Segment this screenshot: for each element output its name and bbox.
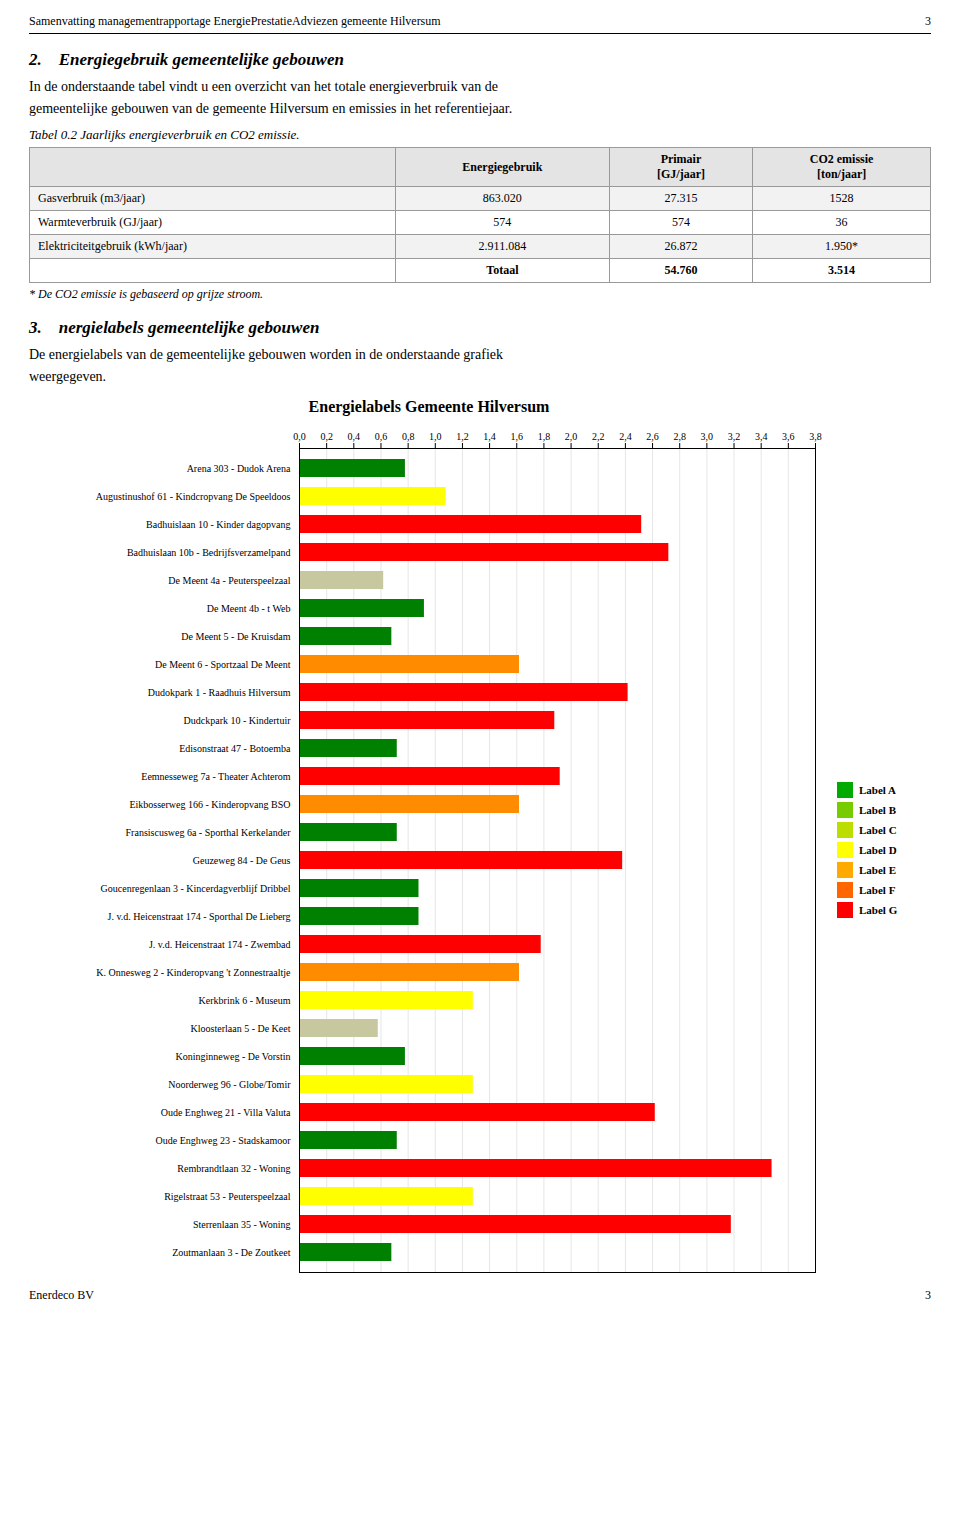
svg-text:3,8: 3,8	[809, 430, 822, 441]
svg-text:Rembrandtlaan 32 - Woning: Rembrandtlaan 32 - Woning	[177, 1162, 290, 1173]
svg-text:De Meent 5 - De Kruisdam: De Meent 5 - De Kruisdam	[181, 630, 290, 641]
html-text:574: 574	[672, 215, 690, 230]
svg-text:Dudckpark 10 - Kindertuir: Dudckpark 10 - Kindertuir	[184, 714, 292, 725]
svg-text:2,0: 2,0	[565, 430, 578, 441]
svg-text:1,4: 1,4	[483, 430, 496, 441]
svg-text:2,4: 2,4	[619, 430, 632, 441]
html-text:863.020: 863.020	[482, 191, 522, 206]
svg-text:Dudokpark 1 - Raadhuis Hilvers: Dudokpark 1 - Raadhuis Hilversum	[148, 686, 291, 697]
svg-text:De Meent 6 - Sportzaal De Meen: De Meent 6 - Sportzaal De Meent	[155, 658, 291, 669]
html-text:2.911.084: 2.911.084	[478, 239, 527, 254]
html-text:Totaal: Totaal	[486, 263, 519, 278]
svg-text:3,0: 3,0	[701, 430, 714, 441]
html-text:54.760: 54.760	[664, 263, 698, 278]
html-text:Label D: Label D	[859, 843, 897, 856]
svg-text:Badhuislaan 10 - Kinder dagopv: Badhuislaan 10 - Kinder dagopvang	[146, 518, 290, 529]
svg-text:0,6: 0,6	[375, 430, 388, 441]
html-text:3.514: 3.514	[828, 263, 855, 278]
svg-text:De Meent 4b - t Web: De Meent 4b - t Web	[207, 602, 291, 613]
svg-text:0,8: 0,8	[402, 430, 415, 441]
svg-text:Edisonstraat 47 - Botoemba: Edisonstraat 47 - Botoemba	[179, 742, 291, 753]
svg-text:0,4: 0,4	[348, 430, 361, 441]
html-text:De energielabels van de gemeen: De energielabels van de gemeentelijke ge…	[29, 347, 503, 385]
html-text:CO2 emissie [ton/jaar]: CO2 emissie [ton/jaar]	[809, 152, 874, 182]
html-text:3: 3	[925, 14, 931, 28]
svg-text:Kloosterlaan 5 - De Keet: Kloosterlaan 5 - De Keet	[191, 1022, 291, 1033]
svg-text:1,6: 1,6	[511, 430, 524, 441]
html-text:Gasverbruik (m3/jaar): Gasverbruik (m3/jaar)	[38, 191, 145, 206]
svg-text:1,8: 1,8	[538, 430, 551, 441]
html-text:Energiegebruik: Energiegebruik	[462, 159, 543, 174]
svg-text:Eemnesseweg 7a - Theater Achte: Eemnesseweg 7a - Theater Achterom	[141, 770, 290, 781]
html-text:Primair [GJ/jaar]: Primair [GJ/jaar]	[657, 152, 705, 182]
html-text:Label A: Label A	[859, 783, 896, 796]
svg-text:K. Onnesweg 2 - Kinderopvang ': K. Onnesweg 2 - Kinderopvang 't Zonnestr…	[96, 966, 291, 977]
html-text:3. nergielabels gemeentelijke: 3. nergielabels gemeentelijke gebouwen	[29, 318, 320, 338]
svg-text:3,2: 3,2	[728, 430, 741, 441]
html-text:Energielabels Gemeente Hilvers: Energielabels Gemeente Hilversum	[308, 397, 550, 415]
svg-text:2,8: 2,8	[673, 430, 686, 441]
html-text:Samenvatting managementrapport: Samenvatting managementrapportage Energi…	[29, 14, 441, 28]
html-text:Tabel 0.2 Jaarlijks energiever: Tabel 0.2 Jaarlijks energieverbruik en C…	[29, 127, 300, 143]
svg-text:0,0: 0,0	[293, 430, 306, 441]
html-text:Elektriciteitgebruik (kWh/jaar: Elektriciteitgebruik (kWh/jaar)	[38, 239, 187, 254]
html-text:Label G: Label G	[859, 903, 898, 916]
svg-text:2,2: 2,2	[592, 430, 605, 441]
svg-text:Geuzeweg 84 - De Geus: Geuzeweg 84 - De Geus	[193, 854, 291, 865]
svg-text:J. v.d. Heicenstraat 174 - Spo: J. v.d. Heicenstraat 174 - Sporthal De L…	[107, 910, 290, 921]
svg-text:Rigelstraat 53 - Peuterspeelza: Rigelstraat 53 - Peuterspeelzaal	[164, 1190, 291, 1201]
svg-text:Fransiscusweg 6a - Sporthal Ke: Fransiscusweg 6a - Sporthal Kerkelander	[126, 826, 292, 837]
svg-text:Oude Enghweg 23 - Stadskamoor: Oude Enghweg 23 - Stadskamoor	[156, 1134, 292, 1145]
svg-text:1,2: 1,2	[456, 430, 469, 441]
svg-text:Zoutmanlaan 3 - De Zoutkeet: Zoutmanlaan 3 - De Zoutkeet	[172, 1246, 291, 1257]
html-text:2. Energiegebruik gemeentelijk: 2. Energiegebruik gemeentelijke gebouwen	[29, 50, 344, 69]
svg-text:Eikbosserweg 166 - Kinderopvan: Eikbosserweg 166 - Kinderopvang BSO	[129, 798, 290, 809]
svg-text:1,0: 1,0	[429, 430, 442, 441]
svg-text:3,4: 3,4	[755, 430, 768, 441]
svg-text:Badhuislaan 10b - Bedrijfsverz: Badhuislaan 10b - Bedrijfsverzamelpand	[127, 546, 291, 557]
svg-text:Goucenregenlaan 3 - Kincerdagv: Goucenregenlaan 3 - Kincerdagverblijf Dr…	[101, 882, 291, 893]
svg-text:Arena 303 - Dudok Arena: Arena 303 - Dudok Arena	[187, 462, 291, 473]
svg-text:Oude Enghweg 21 - Villa Valuta: Oude Enghweg 21 - Villa Valuta	[161, 1106, 291, 1117]
html-text:* De CO2 emissie is gebaseerd: * De CO2 emissie is gebaseerd op grijze …	[29, 287, 264, 302]
html-text:574: 574	[493, 215, 512, 230]
svg-text:Noorderweg 96 - Globe/Tomir: Noorderweg 96 - Globe/Tomir	[168, 1078, 291, 1089]
html-text:27.315: 27.315	[664, 191, 698, 206]
svg-text:2,6: 2,6	[646, 430, 659, 441]
html-text:3: 3	[925, 1287, 931, 1302]
html-text:Label B: Label B	[859, 803, 896, 816]
html-text:36: 36	[835, 215, 848, 230]
html-text:1.950*: 1.950*	[825, 239, 858, 254]
svg-text:J. v.d. Heicenstraat 174 - Zwe: J. v.d. Heicenstraat 174 - Zwembad	[149, 938, 291, 949]
html-text:Label E: Label E	[859, 863, 896, 876]
svg-text:De Meent 4a - Peuterspeelzaal: De Meent 4a - Peuterspeelzaal	[168, 574, 290, 585]
svg-text:Koninginneweg - De Vorstin: Koninginneweg - De Vorstin	[176, 1050, 291, 1061]
html-text:Enerdeco BV: Enerdeco BV	[29, 1287, 94, 1302]
svg-text:0,2: 0,2	[320, 430, 333, 441]
html-text:In de onderstaande tabel vindt: In de onderstaande tabel vindt u een ove…	[29, 79, 513, 116]
svg-text:Kerkbrink 6 - Museum: Kerkbrink 6 - Museum	[199, 994, 291, 1005]
svg-text:Sterrenlaan 35 - Woning: Sterrenlaan 35 - Woning	[193, 1218, 291, 1229]
svg-text:3,6: 3,6	[782, 430, 795, 441]
html-text:Label F: Label F	[859, 883, 896, 896]
html-text:26.872: 26.872	[664, 239, 698, 254]
html-text:Label C: Label C	[859, 823, 897, 836]
html-text:1528: 1528	[829, 191, 854, 206]
html-text:Warmteverbruik (GJ/jaar): Warmteverbruik (GJ/jaar)	[38, 215, 162, 230]
svg-text:Augustinushof 61 - Kindcropvan: Augustinushof 61 - Kindcropvang De Speel…	[96, 490, 291, 501]
